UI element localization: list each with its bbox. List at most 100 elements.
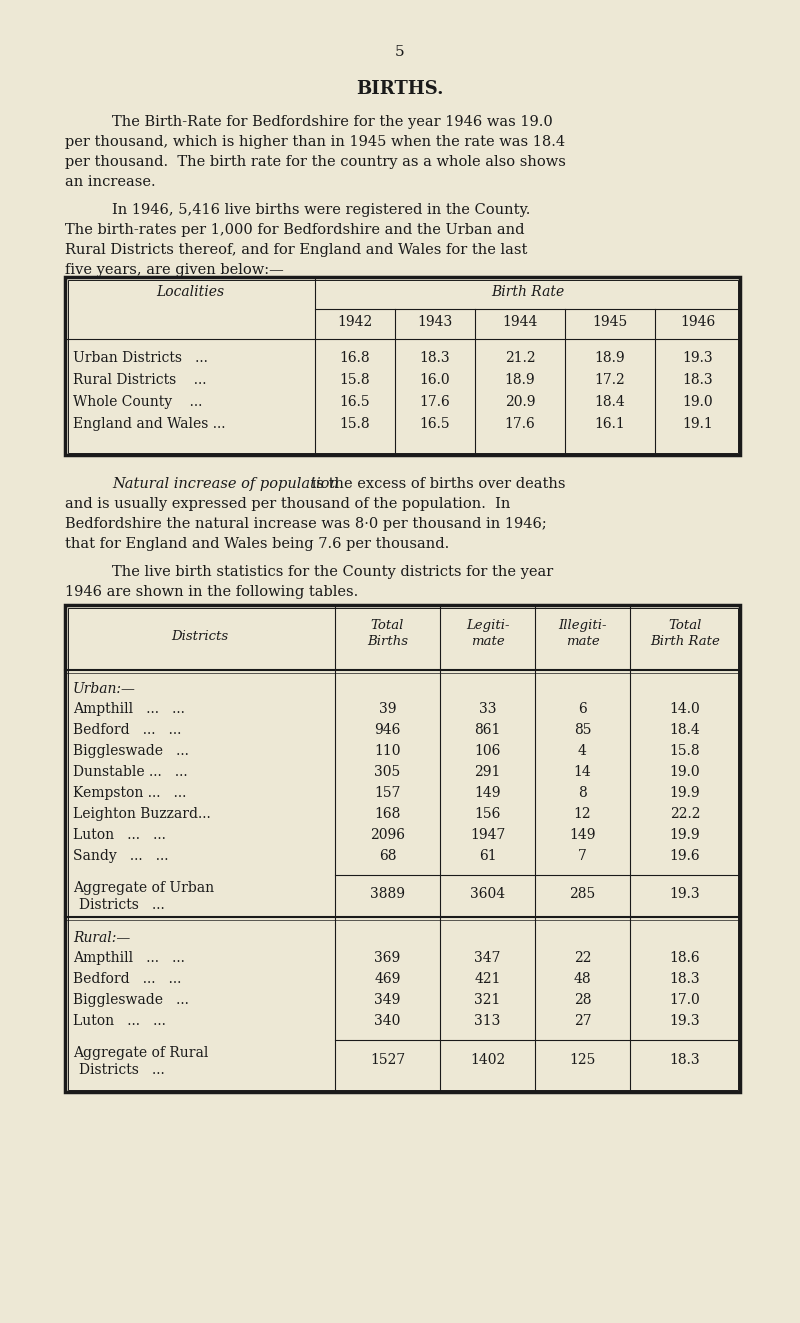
Text: 18.9: 18.9 bbox=[505, 373, 535, 388]
Text: 17.0: 17.0 bbox=[670, 994, 700, 1007]
Text: Kempston ...   ...: Kempston ... ... bbox=[73, 786, 186, 800]
Text: Urban:—: Urban:— bbox=[73, 681, 136, 696]
Text: 349: 349 bbox=[374, 994, 401, 1007]
Text: Bedford   ...   ...: Bedford ... ... bbox=[73, 972, 182, 986]
Text: 168: 168 bbox=[374, 807, 401, 822]
Text: Bedford   ...   ...: Bedford ... ... bbox=[73, 722, 182, 737]
Text: 1402: 1402 bbox=[470, 1053, 505, 1066]
Text: 149: 149 bbox=[474, 786, 501, 800]
Text: 340: 340 bbox=[374, 1013, 401, 1028]
Text: Birth Rate: Birth Rate bbox=[650, 635, 720, 648]
Bar bbox=[67, 607, 738, 1090]
Text: 2096: 2096 bbox=[370, 828, 405, 841]
Text: 4: 4 bbox=[578, 744, 587, 758]
Text: Biggleswade   ...: Biggleswade ... bbox=[73, 994, 189, 1007]
Text: Bedfordshire the natural increase was 8·0 per thousand in 1946;: Bedfordshire the natural increase was 8·… bbox=[65, 517, 546, 531]
Text: Ampthill   ...   ...: Ampthill ... ... bbox=[73, 951, 185, 964]
Text: Districts   ...: Districts ... bbox=[79, 898, 165, 912]
Text: 21.2: 21.2 bbox=[505, 351, 535, 365]
Bar bbox=[67, 279, 738, 452]
Text: Legiti-: Legiti- bbox=[466, 619, 510, 632]
Text: Dunstable ...   ...: Dunstable ... ... bbox=[73, 765, 188, 779]
Text: 12: 12 bbox=[574, 807, 591, 822]
Text: 106: 106 bbox=[474, 744, 501, 758]
Text: 18.6: 18.6 bbox=[670, 951, 700, 964]
Text: 19.0: 19.0 bbox=[682, 396, 713, 409]
Text: 1943: 1943 bbox=[418, 315, 453, 329]
Text: 6: 6 bbox=[578, 703, 587, 716]
Text: 14: 14 bbox=[574, 765, 591, 779]
Text: Sandy   ...   ...: Sandy ... ... bbox=[73, 849, 169, 863]
Text: 8: 8 bbox=[578, 786, 587, 800]
Text: and is usually expressed per thousand of the population.  In: and is usually expressed per thousand of… bbox=[65, 497, 510, 511]
Text: 28: 28 bbox=[574, 994, 591, 1007]
Text: BIRTHS.: BIRTHS. bbox=[356, 79, 444, 98]
Text: 946: 946 bbox=[374, 722, 401, 737]
Text: 469: 469 bbox=[374, 972, 401, 986]
Bar bbox=[65, 277, 740, 455]
Text: 149: 149 bbox=[570, 828, 596, 841]
Text: 16.1: 16.1 bbox=[594, 417, 626, 431]
Text: Whole County    ...: Whole County ... bbox=[73, 396, 202, 409]
Text: 27: 27 bbox=[574, 1013, 591, 1028]
Text: 22.2: 22.2 bbox=[670, 807, 700, 822]
Text: Districts   ...: Districts ... bbox=[79, 1062, 165, 1077]
Text: 1944: 1944 bbox=[502, 315, 538, 329]
Text: 15.8: 15.8 bbox=[340, 417, 370, 431]
Text: Ampthill   ...   ...: Ampthill ... ... bbox=[73, 703, 185, 716]
Text: 19.3: 19.3 bbox=[670, 1013, 700, 1028]
Text: 19.1: 19.1 bbox=[682, 417, 713, 431]
Text: The birth-rates per 1,000 for Bedfordshire and the Urban and: The birth-rates per 1,000 for Bedfordshi… bbox=[65, 224, 525, 237]
Text: 18.4: 18.4 bbox=[670, 722, 700, 737]
Text: 291: 291 bbox=[474, 765, 501, 779]
Text: is the excess of births over deaths: is the excess of births over deaths bbox=[307, 478, 566, 491]
Text: 1527: 1527 bbox=[370, 1053, 405, 1066]
Text: England and Wales ...: England and Wales ... bbox=[73, 417, 226, 431]
Text: Biggleswade   ...: Biggleswade ... bbox=[73, 744, 189, 758]
Text: 1946 are shown in the following tables.: 1946 are shown in the following tables. bbox=[65, 585, 358, 599]
Text: 156: 156 bbox=[474, 807, 501, 822]
Text: that for England and Wales being 7.6 per thousand.: that for England and Wales being 7.6 per… bbox=[65, 537, 450, 550]
Text: Urban Districts   ...: Urban Districts ... bbox=[73, 351, 208, 365]
Text: Luton   ...   ...: Luton ... ... bbox=[73, 828, 166, 841]
Text: 17.6: 17.6 bbox=[505, 417, 535, 431]
Text: 18.3: 18.3 bbox=[682, 373, 713, 388]
Text: 68: 68 bbox=[378, 849, 396, 863]
Text: 48: 48 bbox=[574, 972, 591, 986]
Text: 347: 347 bbox=[474, 951, 501, 964]
Text: 19.0: 19.0 bbox=[670, 765, 700, 779]
Text: 17.2: 17.2 bbox=[594, 373, 626, 388]
Text: 19.6: 19.6 bbox=[670, 849, 700, 863]
Text: per thousand.  The birth rate for the country as a whole also shows: per thousand. The birth rate for the cou… bbox=[65, 155, 566, 169]
Text: Aggregate of Rural: Aggregate of Rural bbox=[73, 1046, 208, 1060]
Text: Illegiti-: Illegiti- bbox=[558, 619, 606, 632]
Text: 19.9: 19.9 bbox=[670, 828, 700, 841]
Text: Districts: Districts bbox=[171, 630, 229, 643]
Text: 125: 125 bbox=[570, 1053, 596, 1066]
Text: per thousand, which is higher than in 1945 when the rate was 18.4: per thousand, which is higher than in 19… bbox=[65, 135, 565, 149]
Text: 1946: 1946 bbox=[680, 315, 715, 329]
Text: Total: Total bbox=[668, 619, 702, 632]
Text: 18.3: 18.3 bbox=[670, 972, 700, 986]
Text: 3889: 3889 bbox=[370, 888, 405, 901]
Text: 16.8: 16.8 bbox=[340, 351, 370, 365]
Text: 18.4: 18.4 bbox=[594, 396, 626, 409]
Text: 19.3: 19.3 bbox=[670, 888, 700, 901]
Text: 85: 85 bbox=[574, 722, 591, 737]
Text: 157: 157 bbox=[374, 786, 401, 800]
Text: Rural:—: Rural:— bbox=[73, 931, 130, 945]
Text: 7: 7 bbox=[578, 849, 587, 863]
Text: Births: Births bbox=[367, 635, 408, 648]
Text: 1947: 1947 bbox=[470, 828, 505, 841]
Text: 3604: 3604 bbox=[470, 888, 505, 901]
Text: Localities: Localities bbox=[156, 284, 224, 299]
Text: 313: 313 bbox=[474, 1013, 501, 1028]
Text: 861: 861 bbox=[474, 722, 501, 737]
Text: an increase.: an increase. bbox=[65, 175, 156, 189]
Text: mate: mate bbox=[566, 635, 599, 648]
Text: 19.3: 19.3 bbox=[682, 351, 713, 365]
Text: 20.9: 20.9 bbox=[505, 396, 535, 409]
Text: Leighton Buzzard...: Leighton Buzzard... bbox=[73, 807, 210, 822]
Text: 39: 39 bbox=[378, 703, 396, 716]
Text: 5: 5 bbox=[395, 45, 405, 60]
